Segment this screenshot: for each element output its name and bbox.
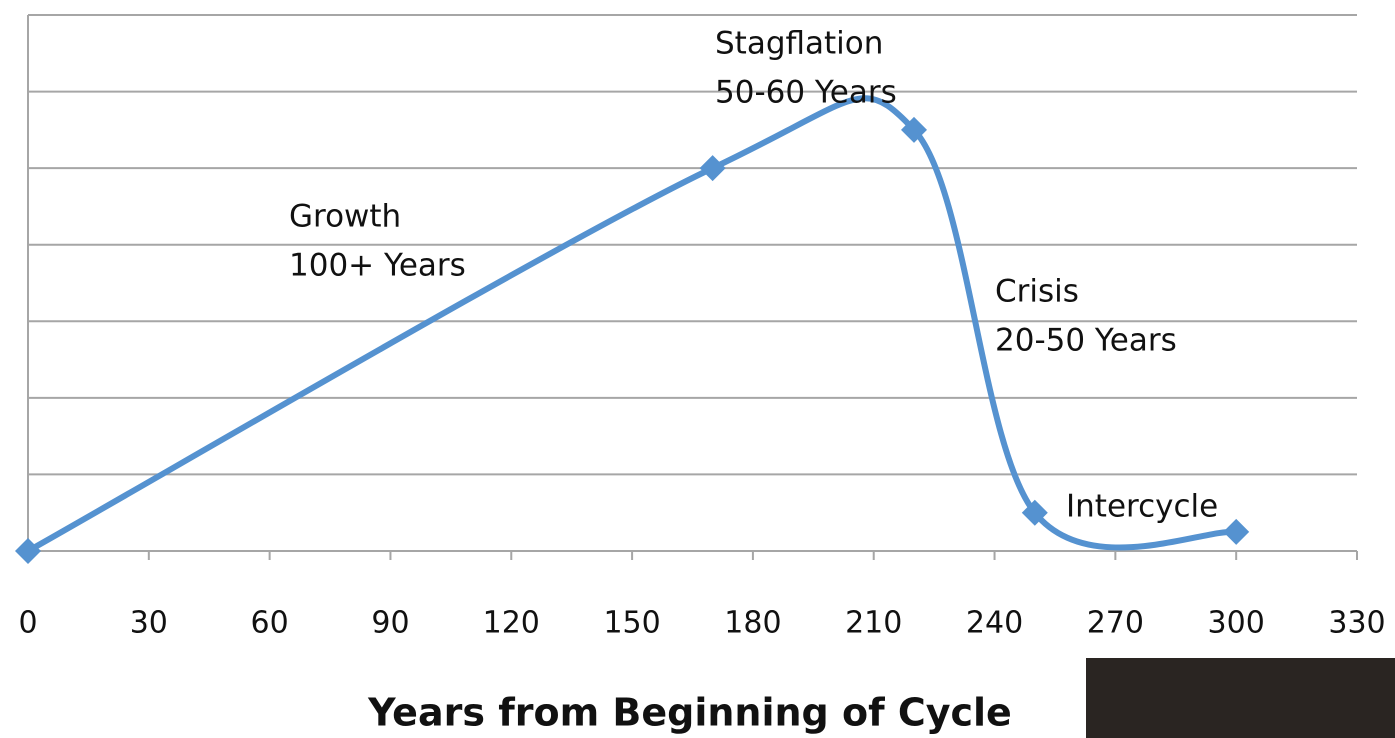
annotation: Growth <box>289 199 401 235</box>
photo-thumbnail <box>1086 658 1395 738</box>
x-tick-label: 0 <box>18 606 37 641</box>
x-tick-label: 180 <box>724 606 781 641</box>
x-tick-label: 30 <box>130 606 168 641</box>
annotation: 20-50 Years <box>995 323 1177 359</box>
x-tick-label: 330 <box>1328 606 1385 641</box>
annotation: Intercycle <box>1066 489 1218 525</box>
chart: Years from Beginning of Cycle 0 30 60 90 120… <box>0 0 1395 738</box>
annotation: 100+ Years <box>289 248 466 284</box>
marker <box>700 155 726 181</box>
x-tick-label: 210 <box>845 606 902 641</box>
x-tick-label: 240 <box>966 606 1023 641</box>
marker <box>1223 519 1249 545</box>
x-tick-label: 90 <box>371 606 409 641</box>
x-tick-label: 270 <box>1087 606 1144 641</box>
x-tick-label: 300 <box>1208 606 1265 641</box>
x-tick-label: 120 <box>483 606 540 641</box>
x-axis-label: Years from Beginning of Cycle <box>367 691 1012 735</box>
annotation: 50-60 Years <box>715 75 897 111</box>
marker <box>15 538 41 564</box>
annotation: Stagflation <box>715 26 883 62</box>
x-tick-label: 150 <box>603 606 660 641</box>
annotation: Crisis <box>995 274 1079 310</box>
x-tick-label: 60 <box>251 606 289 641</box>
